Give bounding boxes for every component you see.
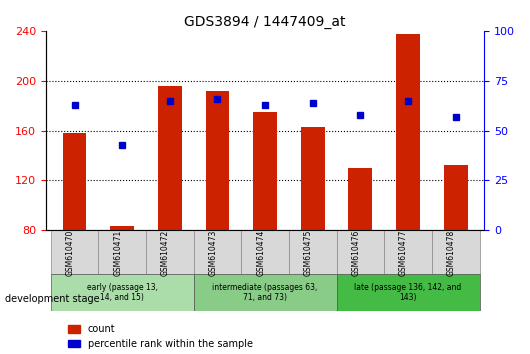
FancyBboxPatch shape — [99, 230, 146, 274]
Text: GSM610474: GSM610474 — [256, 229, 265, 276]
FancyBboxPatch shape — [193, 274, 337, 311]
Bar — [63, 133, 86, 230]
Legend: count, percentile rank within the sample: count, percentile rank within the sample — [65, 320, 257, 353]
FancyBboxPatch shape — [241, 230, 289, 274]
Bar — [158, 86, 182, 230]
FancyBboxPatch shape — [432, 230, 480, 274]
FancyBboxPatch shape — [51, 274, 193, 311]
FancyBboxPatch shape — [193, 230, 241, 274]
FancyBboxPatch shape — [146, 230, 193, 274]
FancyBboxPatch shape — [337, 274, 480, 311]
Bar — [396, 34, 420, 230]
Title: GDS3894 / 1447409_at: GDS3894 / 1447409_at — [184, 15, 346, 29]
Bar — [444, 165, 467, 230]
Text: GSM610476: GSM610476 — [351, 229, 360, 276]
Text: late (passage 136, 142, and
143): late (passage 136, 142, and 143) — [355, 283, 462, 302]
Text: GSM610470: GSM610470 — [66, 229, 75, 276]
FancyBboxPatch shape — [289, 230, 337, 274]
Bar — [253, 112, 277, 230]
Bar — [301, 127, 325, 230]
FancyBboxPatch shape — [51, 230, 99, 274]
Bar — [349, 168, 372, 230]
Text: GSM610478: GSM610478 — [447, 229, 456, 276]
Bar — [110, 226, 134, 230]
Text: GSM610477: GSM610477 — [399, 229, 408, 276]
Bar — [206, 91, 229, 230]
Text: GSM610475: GSM610475 — [304, 229, 313, 276]
Text: intermediate (passages 63,
71, and 73): intermediate (passages 63, 71, and 73) — [213, 283, 318, 302]
Text: GSM610472: GSM610472 — [161, 229, 170, 276]
Text: development stage: development stage — [5, 294, 100, 304]
FancyBboxPatch shape — [337, 230, 384, 274]
Text: GSM610473: GSM610473 — [208, 229, 217, 276]
FancyBboxPatch shape — [384, 230, 432, 274]
Text: early (passage 13,
14, and 15): early (passage 13, 14, and 15) — [87, 283, 158, 302]
Text: GSM610471: GSM610471 — [113, 229, 122, 276]
